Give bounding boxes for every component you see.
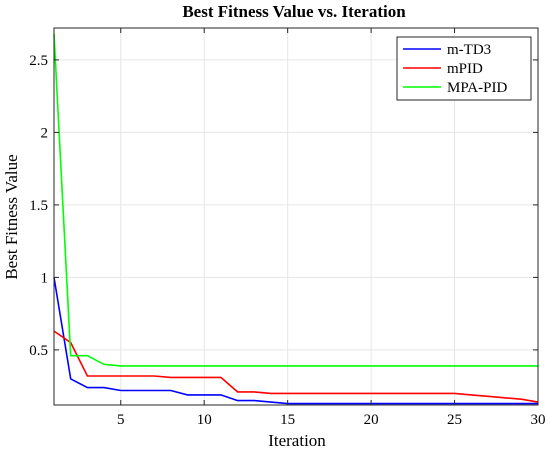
chart-title: Best Fitness Value vs. Iteration <box>182 2 406 21</box>
y-tick-label: 2 <box>41 125 49 141</box>
legend-label-mpa-pid: MPA-PID <box>447 80 507 96</box>
legend: m-TD3 mPID MPA-PID <box>396 36 532 101</box>
series-line-m-td3 <box>53 277 538 405</box>
y-tick-label: 1 <box>41 270 49 286</box>
y-tick-label: 1.5 <box>29 198 48 214</box>
x-tick-label: 15 <box>280 412 295 428</box>
series-line-mpid <box>53 330 539 403</box>
y-tick-label: 2.5 <box>29 53 48 69</box>
x-tick-label: 30 <box>531 412 546 428</box>
plot-frame <box>53 27 539 406</box>
x-tick-label: 20 <box>364 412 379 428</box>
x-axis-title: Iteration <box>268 431 326 450</box>
tick-marks <box>54 28 539 405</box>
x-tick-label: 25 <box>447 412 462 428</box>
series-line-mpa-pid <box>53 33 538 367</box>
x-tick-label: 5 <box>117 412 125 428</box>
y-axis-title: Best Fitness Value <box>2 154 21 279</box>
tick-labels: 5 10 15 20 25 30 0.5 1 1.5 2 2.5 <box>29 53 545 428</box>
series-layer <box>53 33 539 405</box>
legend-label-mpid: mPID <box>447 61 483 77</box>
legend-label-m-td3: m-TD3 <box>447 42 491 58</box>
y-tick-label: 0.5 <box>29 343 48 359</box>
x-tick-label: 10 <box>197 412 212 428</box>
